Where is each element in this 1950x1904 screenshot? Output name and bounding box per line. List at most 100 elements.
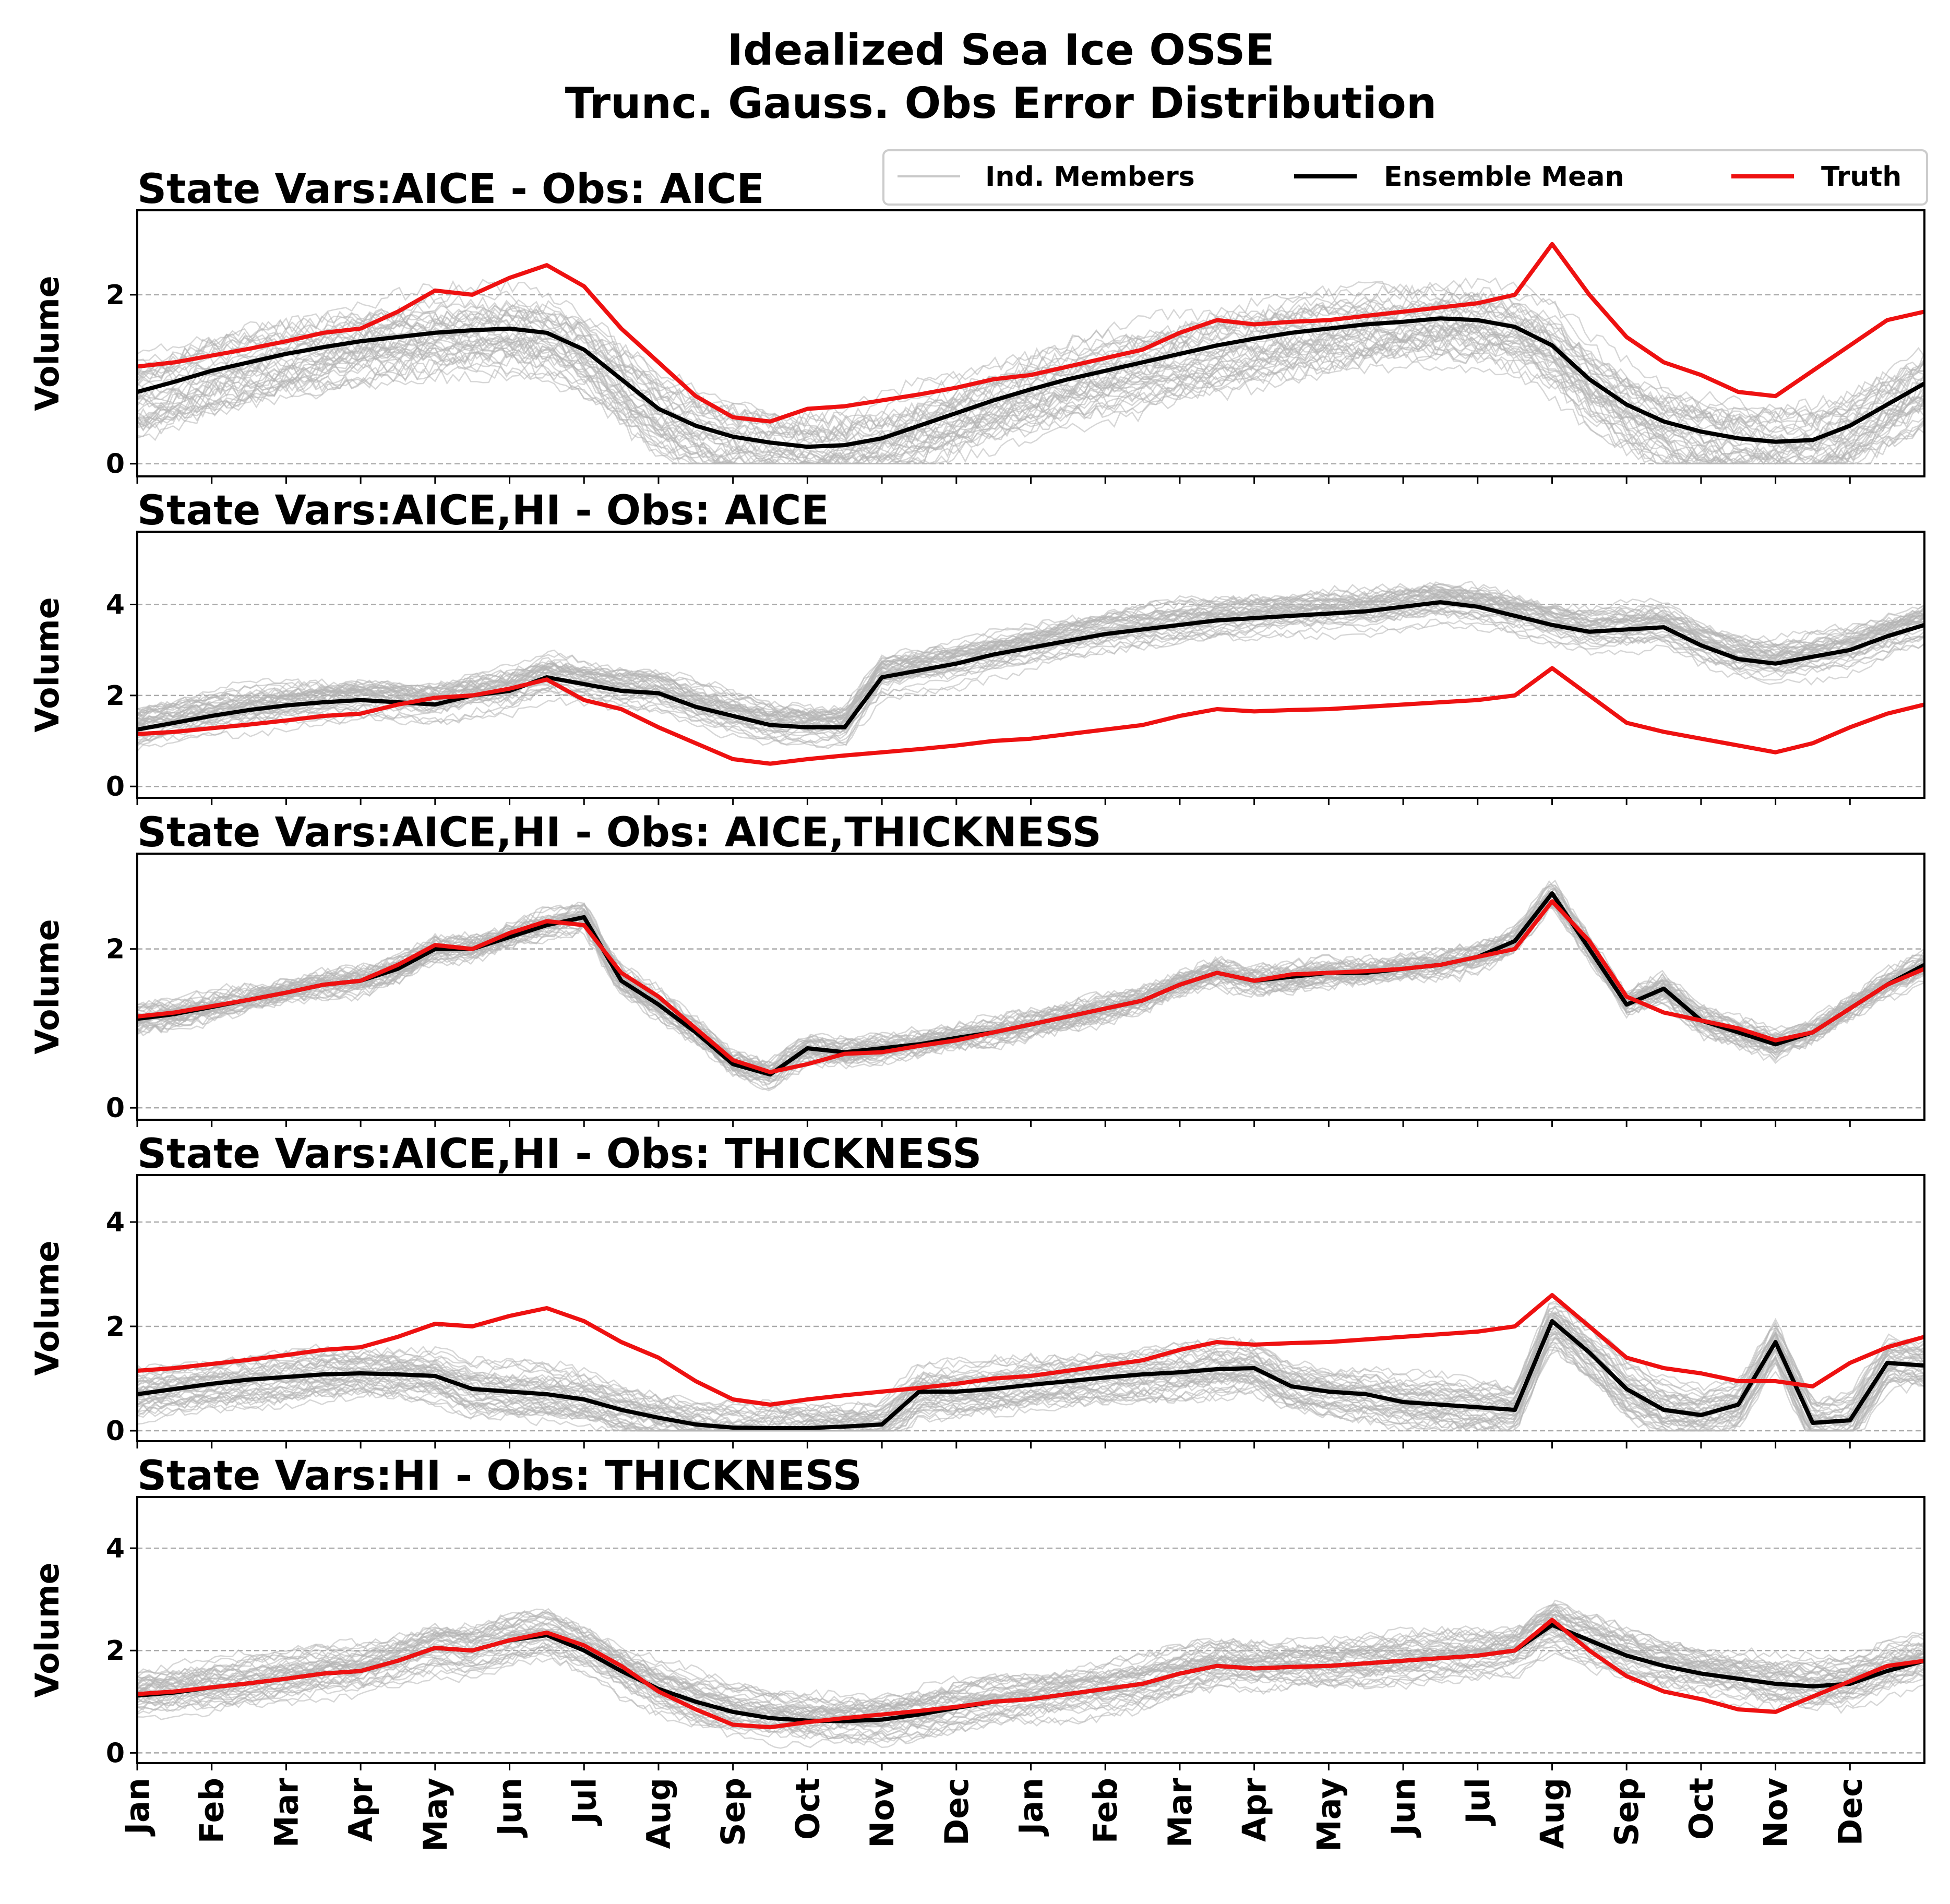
- panel-2-member-line: [137, 608, 1924, 744]
- legend: Ind. Members Ensemble Mean Truth: [882, 149, 1928, 206]
- panel-4-plot-area: [137, 1293, 1924, 1432]
- xtick-label: Jun: [1384, 1778, 1422, 1838]
- xtick-label: Jul: [565, 1778, 603, 1826]
- panel-5-member-line: [137, 1615, 1924, 1716]
- panel-3-ylabel: Volume: [28, 919, 66, 1054]
- panel-3-title: State Vars:AICE,HI - Obs: AICE,THICKNESS: [137, 809, 1102, 856]
- panel-1-member-line: [137, 341, 1924, 465]
- xtick-label: Mar: [267, 1778, 305, 1848]
- panel-3-truth-line: [137, 899, 1924, 1074]
- panel-5-member-line: [137, 1599, 1924, 1704]
- panel-2-truth-line: [137, 666, 1924, 766]
- xtick-label: Jan: [118, 1778, 157, 1837]
- panel-3-plot-area: [137, 879, 1924, 1092]
- xtick-label: Sep: [714, 1778, 752, 1846]
- panel-4-title: State Vars:AICE,HI - Obs: THICKNESS: [137, 1131, 982, 1178]
- panel-5-plot-area: [137, 1599, 1924, 1749]
- panel-1-member-line: [137, 325, 1924, 465]
- legend-label-mean: Ensemble Mean: [1384, 161, 1624, 193]
- panel-1-member-line: [137, 343, 1924, 465]
- panel-2-member-line: [137, 593, 1924, 718]
- panel-2-ytick-label: 2: [106, 680, 125, 712]
- panel-1-truth-line: [137, 242, 1924, 424]
- panel-5-title: State Vars:HI - Obs: THICKNESS: [137, 1453, 862, 1500]
- xtick-label: Apr: [1236, 1778, 1274, 1842]
- panel-1-member-line: [137, 291, 1924, 435]
- legend-frame: [882, 149, 1928, 206]
- panel-5-ylabel: Volume: [28, 1562, 66, 1697]
- panel-4-member-line: [137, 1330, 1924, 1432]
- panel-5-truth-line: [137, 1618, 1924, 1730]
- panel-1-ytick-label: 2: [106, 280, 125, 311]
- panel-5-member-line: [137, 1635, 1924, 1740]
- xtick-label: Dec: [938, 1778, 976, 1846]
- xtick-label: Oct: [788, 1778, 827, 1840]
- panel-3: State Vars:AICE,HI - Obs: AICE,THICKNESS…: [28, 809, 1925, 1127]
- panel-1-title: State Vars:AICE - Obs: AICE: [137, 166, 764, 213]
- panel-1-mean-line: [137, 316, 1924, 449]
- legend-label-members: Ind. Members: [985, 161, 1195, 193]
- panel-4-ylabel: Volume: [28, 1240, 66, 1375]
- panel-5-ytick-label: 4: [106, 1533, 125, 1564]
- panel-1-member-line: [137, 300, 1924, 447]
- panel-2-member-line: [137, 582, 1924, 715]
- panel-2-mean-line: [137, 600, 1924, 732]
- panel-2-plot-area: [137, 581, 1924, 766]
- panel-2: State Vars:AICE,HI - Obs: AICE Volume 0 2 4: [28, 487, 1925, 805]
- panel-2-member-line: [137, 606, 1924, 738]
- xtick-label: Apr: [342, 1778, 380, 1842]
- panel-4-member-line: [137, 1337, 1924, 1432]
- panel-2-ytick-label: 4: [106, 589, 125, 620]
- panel-1-member-line: [137, 342, 1924, 465]
- panel-2-member-line: [137, 588, 1924, 716]
- panel-4: State Vars:AICE,HI - Obs: THICKNESS Volum…: [28, 1131, 1925, 1448]
- xtick-label: Jan: [1012, 1778, 1050, 1837]
- panel-2-member-line: [137, 610, 1924, 747]
- xtick-label: May: [1310, 1778, 1348, 1852]
- panel-2-member-line: [137, 619, 1924, 745]
- panel-4-ytick-label: 2: [106, 1311, 125, 1343]
- xtick-label: Oct: [1682, 1778, 1720, 1840]
- panel-1-member-line: [137, 333, 1924, 465]
- panel-1: State Vars:AICE - Obs: AICE Volume 0 2: [28, 166, 1925, 484]
- panel-2-member-line: [137, 607, 1924, 743]
- panel-2-ylabel: Volume: [28, 597, 66, 732]
- panel-4-mean-line: [137, 1319, 1924, 1430]
- panel-2-ytick-label: 0: [106, 771, 125, 803]
- xtick-label: Feb: [193, 1778, 231, 1843]
- panel-4-ytick-label: 0: [106, 1416, 125, 1447]
- xtick-label: Feb: [1086, 1778, 1124, 1843]
- panel-5-member-line: [137, 1610, 1924, 1706]
- panels: State Vars:AICE - Obs: AICEVolume02State…: [28, 166, 1925, 1770]
- xtick-label: Jun: [491, 1778, 529, 1838]
- panel-5-member-line: [137, 1610, 1924, 1704]
- panel-2-title: State Vars:AICE,HI - Obs: AICE: [137, 487, 829, 534]
- xtick-label: Aug: [640, 1778, 678, 1849]
- panel-1-plot-area: [137, 242, 1924, 465]
- legend-label-truth: Truth: [1821, 161, 1901, 193]
- xtick-label: Mar: [1161, 1778, 1199, 1848]
- panel-5-member-line: [137, 1603, 1924, 1705]
- panel-4-member-line: [137, 1307, 1924, 1419]
- xtick-label: Jul: [1459, 1778, 1497, 1826]
- panel-1-member-line: [137, 330, 1924, 465]
- xtick-label: Nov: [1757, 1778, 1795, 1848]
- panel-4-truth-line: [137, 1293, 1924, 1407]
- xtick-label: Sep: [1608, 1778, 1646, 1846]
- panel-1-member-line: [137, 282, 1924, 432]
- xtick-label: May: [416, 1778, 454, 1852]
- panel-5: State Vars:HI - Obs: THICKNESS Volume 0 2 4: [28, 1453, 1925, 1770]
- panel-3-member-line: [137, 883, 1924, 1074]
- panel-5-ytick-label: 2: [106, 1635, 125, 1667]
- panel-4-ytick-label: 4: [106, 1207, 125, 1238]
- xtick-label: Aug: [1533, 1778, 1571, 1849]
- panel-4-member-line: [137, 1349, 1924, 1432]
- xtick-label: Nov: [863, 1778, 901, 1848]
- panel-5-member-line: [137, 1639, 1924, 1741]
- panel-2-frame: [136, 531, 1925, 799]
- panel-5-ytick-label: 0: [106, 1738, 125, 1769]
- panel-3-ytick-label: 0: [106, 1093, 125, 1124]
- panel-4-member-line: [137, 1314, 1924, 1417]
- panel-1-ytick-label: 0: [106, 449, 125, 480]
